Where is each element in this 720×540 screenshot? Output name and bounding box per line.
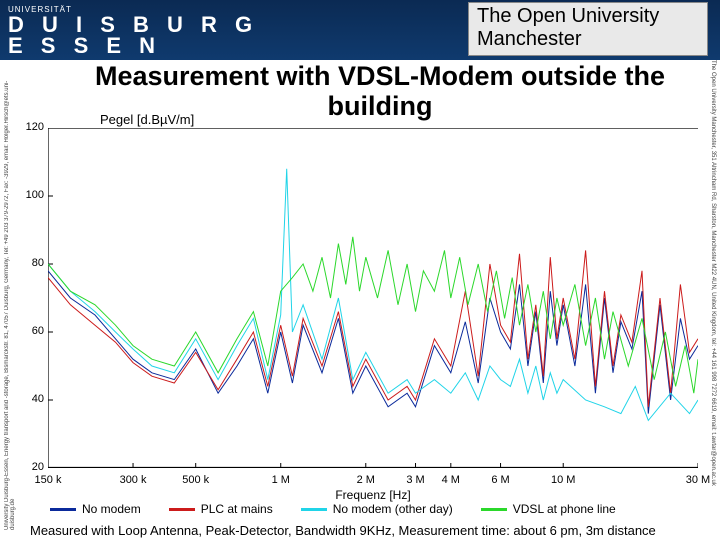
right-contact-text: The Open University Manchester, 351 Altr… xyxy=(706,60,716,530)
swatch-plc xyxy=(169,508,195,511)
x-axis-label: Frequenz [Hz] xyxy=(48,488,698,502)
ude-logo-line2: E S S E N xyxy=(8,37,258,56)
y-tick-label: 80 xyxy=(20,257,44,269)
slide: UNIVERSITÄT D U I S B U R G E S S E N Th… xyxy=(0,0,720,540)
legend-label-no-modem-other: No modem (other day) xyxy=(333,502,453,516)
swatch-no-modem xyxy=(50,508,76,511)
x-tick-label: 300 k xyxy=(120,474,147,486)
y-tick-label: 100 xyxy=(20,189,44,201)
spectrum-chart xyxy=(48,128,698,468)
legend: No modem PLC at mains No modem (other da… xyxy=(50,502,700,516)
x-tick-label: 3 M xyxy=(406,474,424,486)
ou-line1: The Open University xyxy=(477,5,699,28)
ude-logo-line1: D U I S B U R G xyxy=(8,16,258,35)
y-tick-label: 120 xyxy=(20,121,44,133)
swatch-no-modem-other xyxy=(301,508,327,511)
ou-line2: Manchester xyxy=(477,28,699,51)
y-tick-label: 60 xyxy=(20,325,44,337)
legend-label-no-modem: No modem xyxy=(82,502,141,516)
x-tick-label: 10 M xyxy=(551,474,575,486)
caption: Measured with Loop Antenna, Peak-Detecto… xyxy=(30,523,700,538)
x-tick-label: 30 M xyxy=(686,474,710,486)
ude-logo: UNIVERSITÄT D U I S B U R G E S S E N xyxy=(8,6,258,55)
legend-label-plc: PLC at mains xyxy=(201,502,273,516)
legend-no-modem: No modem xyxy=(50,502,141,516)
y-tick-label: 40 xyxy=(20,393,44,405)
x-tick-label: 2 M xyxy=(357,474,375,486)
legend-label-vdsl: VDSL at phone line xyxy=(513,502,616,516)
x-tick-label: 4 M xyxy=(442,474,460,486)
x-tick-label: 500 k xyxy=(182,474,209,486)
y-tick-label: 20 xyxy=(20,461,44,473)
open-university-box: The Open University Manchester xyxy=(468,2,708,56)
y-axis-label: Pegel [d.BµV/m] xyxy=(100,112,194,127)
legend-no-modem-other: No modem (other day) xyxy=(301,502,453,516)
swatch-vdsl xyxy=(481,508,507,511)
x-tick-label: 6 M xyxy=(491,474,509,486)
x-tick-label: 1 M xyxy=(272,474,290,486)
left-contact-text: University Duisburg-Essen, Energy transp… xyxy=(4,60,14,530)
x-tick-label: 150 k xyxy=(35,474,62,486)
legend-vdsl: VDSL at phone line xyxy=(481,502,616,516)
legend-plc: PLC at mains xyxy=(169,502,273,516)
chart-area: 20406080100120 150 k300 k500 k1 M2 M3 M4… xyxy=(48,128,698,468)
